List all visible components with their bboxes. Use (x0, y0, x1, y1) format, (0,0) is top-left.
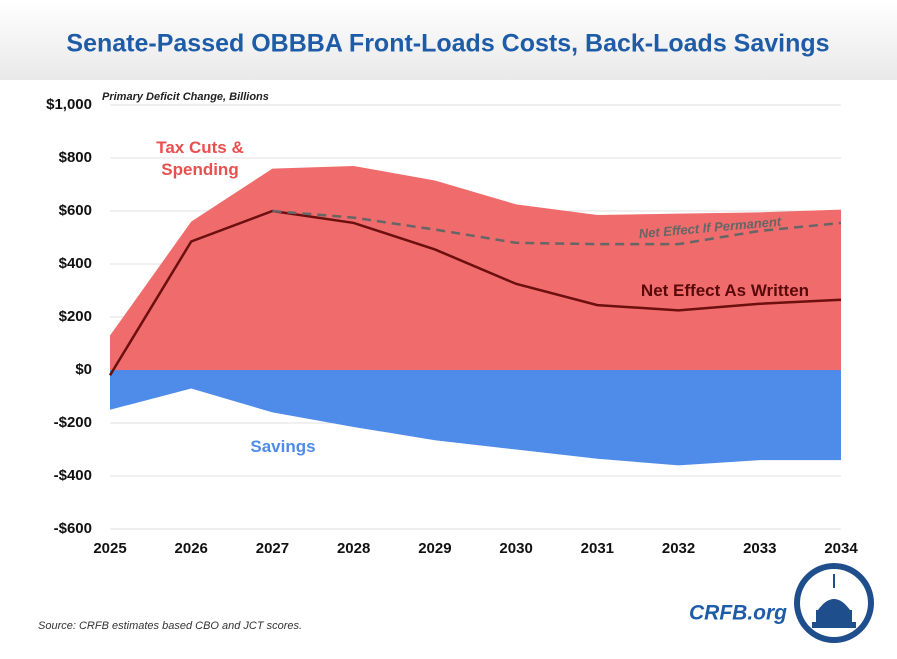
title-bar (0, 0, 897, 80)
x-tick-label: 2030 (499, 540, 532, 557)
x-tick-label: 2027 (256, 540, 289, 557)
area (110, 370, 841, 466)
y-tick-label: -$600 (54, 520, 92, 537)
y-tick-label: -$400 (54, 467, 92, 484)
y-axis-label: Primary Deficit Change, Billions (102, 91, 269, 103)
y-tick-label: $1,000 (46, 96, 92, 113)
y-tick-label: $600 (59, 202, 92, 219)
source-note: Source: CRFB estimates based CBO and JCT… (38, 620, 302, 632)
line (272, 209, 842, 246)
x-tick-label: 2028 (337, 540, 370, 557)
x-tick-label: 2034 (824, 540, 858, 557)
x-tick-label: 2026 (175, 540, 208, 557)
y-tick-label: $0 (75, 361, 92, 378)
logo (794, 563, 874, 643)
x-tick-label: 2031 (581, 540, 614, 557)
chart-title: Senate-Passed OBBBA Front-Loads Costs, B… (66, 30, 829, 58)
y-tick-label: $800 (59, 149, 92, 166)
x-tick-label: 2032 (662, 540, 695, 557)
y-tick-label: $200 (59, 308, 92, 325)
series-label: Savings (250, 437, 316, 456)
y-tick-label: $400 (59, 255, 92, 272)
x-tick-label: 2025 (93, 540, 126, 557)
brand: CRFB.org (689, 602, 787, 625)
y-tick-label: -$200 (54, 414, 92, 431)
line (108, 209, 842, 376)
x-tick-label: 2033 (743, 540, 776, 557)
series-label: Net Effect As Written (640, 281, 810, 300)
x-tick-label: 2029 (418, 540, 451, 557)
series-label: Tax Cuts & Spending (156, 138, 244, 179)
